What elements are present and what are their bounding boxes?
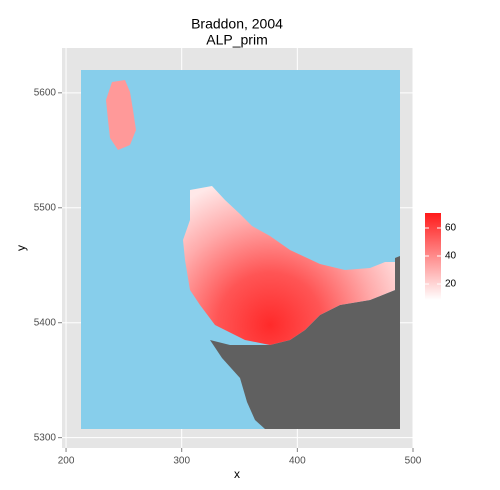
colorbar-tick-label: 40 <box>445 251 457 262</box>
x-tick-label: 400 <box>289 456 306 467</box>
x-axis-label: x <box>234 467 240 481</box>
value-region <box>106 80 136 150</box>
y-axis-label: y <box>14 245 28 251</box>
x-tick-label: 500 <box>405 456 422 467</box>
colorbar <box>425 213 441 300</box>
land <box>210 256 400 429</box>
colorbar-tick-label: 60 <box>445 223 457 234</box>
value-region <box>183 186 395 345</box>
y-tick-label: 5500 <box>34 202 57 213</box>
chart-title: Braddon, 2004 <box>191 16 283 32</box>
x-tick-label: 200 <box>58 456 75 467</box>
x-tick-label: 300 <box>173 456 190 467</box>
y-tick-label: 5400 <box>34 317 57 328</box>
colorbar-tick-label: 20 <box>445 279 457 290</box>
y-tick-label: 5300 <box>34 432 57 443</box>
y-tick-label: 5600 <box>34 87 57 98</box>
chart-subtitle: ALP_prim <box>206 32 267 48</box>
